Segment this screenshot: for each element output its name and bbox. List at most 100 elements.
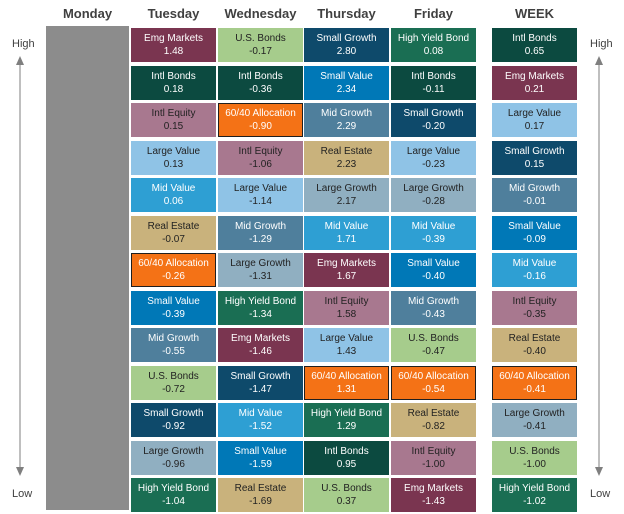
header-friday: Friday: [413, 6, 453, 21]
header-week: WEEK: [515, 6, 554, 21]
cell-tuesday-u-s-bonds: U.S. Bonds -0.72: [131, 365, 216, 400]
cell-value: 0.95: [336, 458, 357, 470]
cell-tuesday-real-estate: Real Estate -0.07: [131, 215, 216, 250]
cell-friday-small-growth: Small Growth -0.20: [391, 103, 476, 137]
cell-name: Intl Equity: [238, 145, 283, 157]
cell-name: Large Value: [319, 333, 374, 344]
cell-name: Large Value: [406, 145, 461, 157]
cell-value: 1.67: [336, 271, 357, 282]
cell-value: 1.43: [336, 346, 357, 357]
cell-name: Intl Bonds: [324, 445, 369, 457]
axis-low-left: Low: [12, 488, 33, 500]
cell-value: -0.72: [162, 383, 185, 395]
cell-thursday-large-value: Large Value 1.43: [304, 328, 389, 362]
cell-week-60-40-allocation: 60/40 Allocation -0.41: [492, 365, 577, 400]
header-monday: Monday: [62, 6, 113, 21]
cell-name: Real Estate: [508, 333, 561, 344]
cell-name: Mid Value: [324, 220, 369, 232]
cell-name: Intl Bonds: [512, 33, 557, 44]
cell-name: Large Value: [233, 183, 288, 194]
cell-value: -0.40: [523, 346, 546, 357]
cell-thursday-mid-growth: Mid Growth 2.29: [304, 103, 389, 137]
cell-wednesday-emg-markets: Emg Markets -1.46: [218, 328, 303, 362]
cell-name: High Yield Bond: [397, 33, 470, 44]
cell-week-high-yield-bond: High Yield Bond -1.02: [492, 478, 577, 512]
cell-value: -0.92: [162, 421, 185, 432]
cell-value: -0.09: [523, 233, 546, 245]
cell-tuesday-large-growth: Large Growth -0.96: [131, 440, 216, 475]
cell-friday-mid-value: Mid Value -0.39: [391, 215, 476, 250]
cell-thursday-high-yield-bond: High Yield Bond 1.29: [304, 403, 389, 437]
cell-name: Mid Growth: [407, 295, 460, 307]
axis-arrow-right: [595, 56, 603, 476]
cell-tuesday-intl-equity: Intl Equity 0.15: [131, 103, 216, 137]
cell-name: U.S. Bonds: [148, 370, 199, 382]
cell-name: Intl Equity: [151, 108, 196, 119]
cell-value: 1.58: [336, 308, 357, 320]
cell-value: 1.48: [163, 46, 184, 57]
cell-value: -0.54: [422, 383, 445, 395]
cell-name: Intl Bonds: [411, 70, 456, 82]
cell-week-intl-bonds: Intl Bonds 0.65: [492, 28, 577, 62]
cell-name: 60/40 Allocation: [499, 370, 570, 382]
cell-value: -1.02: [523, 496, 546, 507]
cell-name: Small Value: [508, 220, 561, 232]
cell-value: 0.18: [163, 83, 184, 95]
cell-value: 0.37: [336, 496, 357, 507]
cell-wednesday-intl-bonds: Intl Bonds -0.36: [218, 65, 303, 100]
cell-value: 1.71: [336, 233, 357, 245]
cell-wednesday-small-growth: Small Growth -1.47: [218, 365, 303, 400]
cell-name: Intl Equity: [512, 295, 557, 307]
cell-name: 60/40 Allocation: [311, 370, 382, 382]
header-thursday: Thursday: [317, 6, 376, 21]
header-tuesday: Tuesday: [147, 6, 200, 21]
cell-value: -0.11: [422, 83, 445, 95]
cell-name: Small Value: [320, 70, 373, 82]
cell-value: -0.47: [422, 346, 445, 357]
cell-friday-mid-growth: Mid Growth -0.43: [391, 290, 476, 325]
cell-value: -0.39: [162, 308, 185, 320]
cell-value: -1.69: [249, 496, 272, 507]
cell-name: U.S. Bonds: [408, 333, 459, 344]
cell-name: High Yield Bond: [137, 483, 210, 494]
cell-value: 0.17: [524, 121, 545, 132]
cell-value: -0.41: [523, 383, 546, 395]
cell-name: Emg Markets: [231, 333, 290, 344]
cell-value: 2.80: [336, 46, 357, 57]
cell-name: Large Growth: [316, 183, 377, 194]
cell-name: Small Growth: [230, 370, 291, 382]
cell-name: 60/40 Allocation: [398, 370, 469, 382]
cell-week-small-value: Small Value -0.09: [492, 215, 577, 250]
cell-week-large-value: Large Value 0.17: [492, 103, 577, 137]
cell-name: Intl Bonds: [151, 70, 196, 82]
cell-value: -1.34: [249, 308, 272, 320]
cell-name: Intl Equity: [324, 295, 369, 307]
cell-friday-u-s-bonds: U.S. Bonds -0.47: [391, 328, 476, 362]
cell-name: Emg Markets: [505, 70, 564, 82]
cell-value: -1.06: [249, 158, 272, 170]
cell-name: Large Value: [146, 145, 201, 157]
cell-friday-60-40-allocation: 60/40 Allocation -0.54: [391, 365, 476, 400]
cell-tuesday-mid-growth: Mid Growth -0.55: [131, 328, 216, 362]
cell-thursday-emg-markets: Emg Markets 1.67: [304, 253, 389, 287]
cell-tuesday-mid-value: Mid Value 0.06: [131, 178, 216, 212]
cell-name: Large Growth: [504, 408, 565, 419]
cell-name: Intl Bonds: [238, 70, 283, 82]
cell-value: -1.04: [162, 496, 185, 507]
cell-name: Small Value: [147, 295, 200, 307]
cell-value: 2.23: [336, 158, 357, 170]
axis-high-right: High: [590, 38, 613, 50]
cell-value: 2.29: [336, 121, 357, 132]
cell-name: Emg Markets: [144, 33, 203, 44]
cell-value: -1.29: [249, 233, 272, 245]
cell-name: Large Growth: [143, 445, 204, 457]
cell-name: Emg Markets: [404, 483, 463, 494]
cell-thursday-u-s-bonds: U.S. Bonds 0.37: [304, 478, 389, 512]
cell-name: Mid Growth: [234, 220, 287, 232]
cell-thursday-small-value: Small Value 2.34: [304, 65, 389, 100]
cell-value: 2.17: [336, 196, 357, 207]
cell-week-mid-value: Mid Value -0.16: [492, 253, 577, 287]
cell-name: High Yield Bond: [498, 483, 571, 494]
cell-name: High Yield Bond: [310, 408, 383, 419]
cell-name: Mid Growth: [320, 108, 373, 119]
